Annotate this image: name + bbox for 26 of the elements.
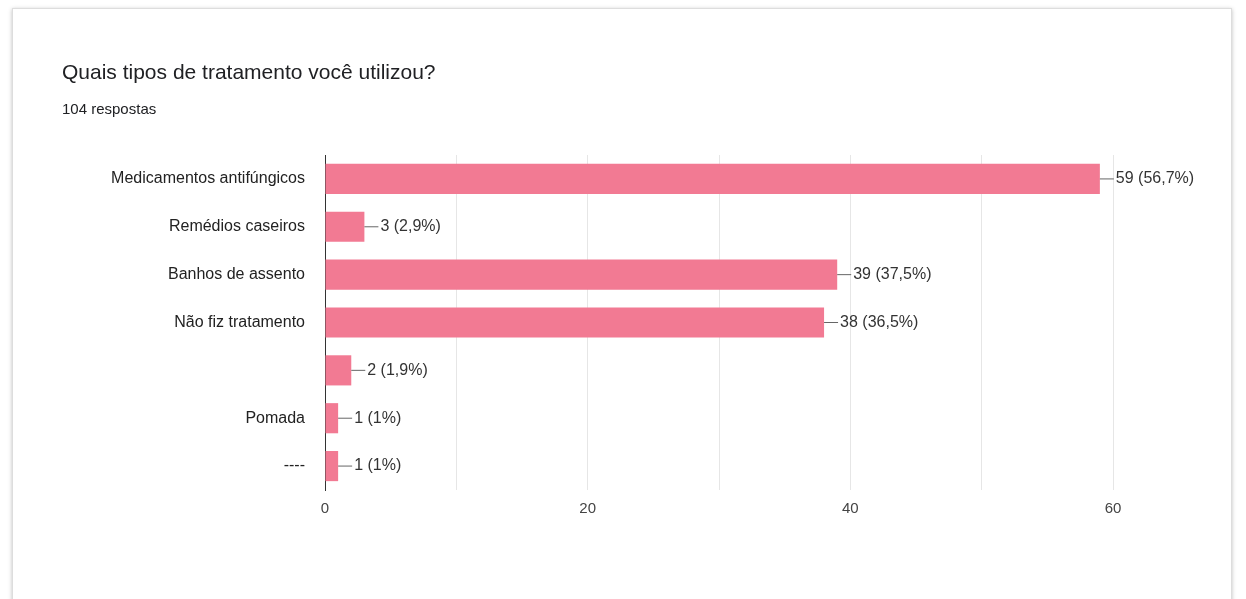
y-tick-label: Medicamentos antifúngicos [111,169,305,187]
y-tick-label: Pomada [245,408,306,426]
data-label: 2 (1,9%) [367,360,428,378]
data-label: 1 (1%) [354,408,402,426]
data-label: 1 (1%) [354,456,402,474]
y-tick-label: Banhos de assento [168,265,306,283]
y-tick-label: ---- [283,456,305,474]
y-tick-label: Não fiz tratamento [174,312,306,330]
x-tick-label: 60 [1104,499,1122,517]
text: 104 respostas [62,100,157,117]
data-label: 38 (36,5%) [840,312,919,330]
x-tick-label: 0 [320,499,330,517]
chart-title: Quais tipos de tratamento você utilizou? [62,60,436,84]
bar [325,451,339,482]
data-label: 3 (2,9%) [380,217,441,235]
y-tick-label: Remédios caseiros [168,217,305,235]
x-tick-label: 40 [841,499,859,517]
bar [325,355,352,386]
bar [325,211,365,242]
x-tick-label: 20 [579,499,597,517]
bar [325,403,339,434]
data-label: 59 (56,7%) [1115,169,1195,187]
data-label: 39 (37,5%) [853,265,932,283]
bar [325,259,838,290]
bar [325,163,1100,194]
bar [325,307,825,338]
